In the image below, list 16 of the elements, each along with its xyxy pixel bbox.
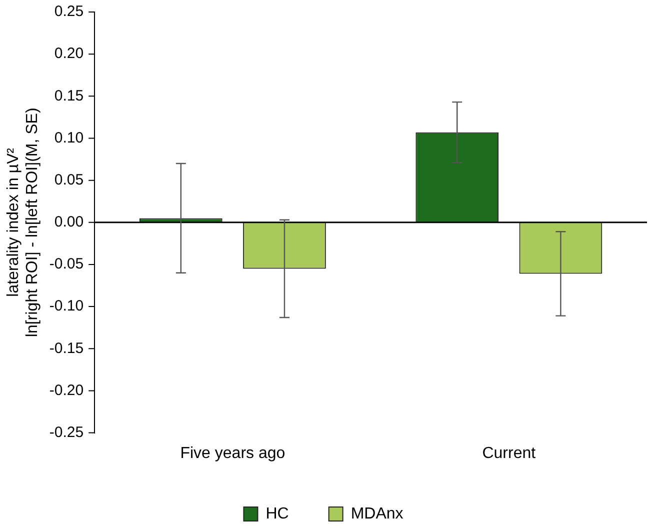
y-tick-label: 0.05	[54, 171, 84, 188]
legend-label: MDAnx	[350, 505, 404, 522]
y-tick-label: -0.05	[49, 256, 84, 273]
x-tick-label: Current	[482, 444, 536, 462]
y-tick-label: 0.15	[54, 87, 84, 104]
y-tick-label: -0.10	[49, 298, 84, 315]
y-tick-label: -0.15	[49, 340, 84, 357]
y-tick-label: 0.20	[54, 45, 84, 62]
y-tick-label: -0.20	[49, 382, 84, 399]
y-tick-label: 0.00	[54, 214, 84, 231]
y-tick-label: 0.10	[54, 129, 84, 146]
y-tick-label: -0.25	[49, 424, 84, 441]
y-tick-label: 0.25	[54, 3, 84, 20]
x-tick-label: Five years ago	[180, 444, 286, 462]
legend-label: HC	[266, 505, 289, 522]
y-axis-title: laterality index in µV² ln[right ROI] - ln[left ROI](M, SE)	[5, 108, 42, 338]
